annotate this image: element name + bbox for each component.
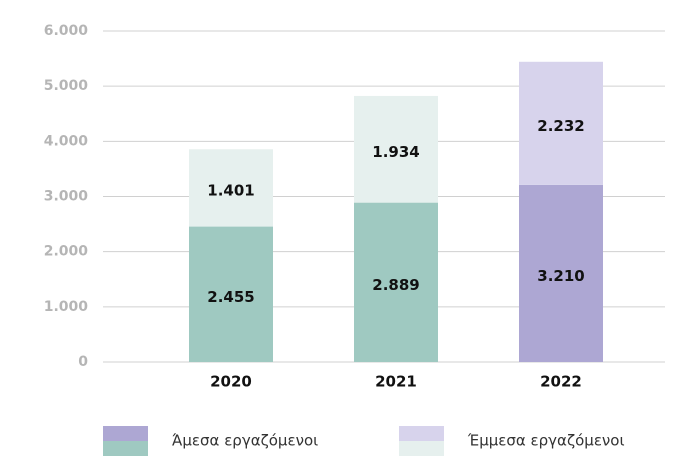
y-tick-label: 4.000: [44, 133, 89, 149]
legend-swatch: [103, 441, 148, 456]
legend-swatch: [399, 426, 444, 441]
legend-swatch: [103, 426, 148, 441]
bar-segment: [189, 226, 273, 362]
x-tick-label: 2022: [540, 373, 582, 391]
bar-segment: [354, 95, 438, 203]
y-tick-label: 0: [78, 354, 88, 370]
value-label: 1.401: [207, 181, 254, 199]
bar-segment: [519, 61, 603, 185]
x-tick-label: 2020: [210, 373, 252, 391]
value-label: 1.934: [372, 143, 419, 161]
y-tick-label: 1.000: [44, 299, 89, 315]
bar-segment: [519, 184, 603, 362]
x-tick-label: 2021: [375, 373, 417, 391]
value-label: 2.889: [372, 276, 419, 294]
y-tick-label: 2.000: [44, 244, 89, 260]
value-label: 3.210: [537, 267, 584, 285]
y-tick-label: 6.000: [44, 23, 89, 39]
bar-segment: [189, 149, 273, 227]
y-tick-label: 5.000: [44, 78, 89, 94]
bar-segment: [354, 202, 438, 362]
legend-swatch: [399, 441, 444, 456]
legend-label: Έμμεσα εργαζόμενοι: [467, 432, 625, 450]
legend-label: Άμεσα εργαζόμενοι: [172, 432, 318, 450]
y-tick-label: 3.000: [44, 189, 89, 205]
value-label: 2.232: [537, 117, 584, 135]
value-label: 2.455: [207, 288, 254, 306]
